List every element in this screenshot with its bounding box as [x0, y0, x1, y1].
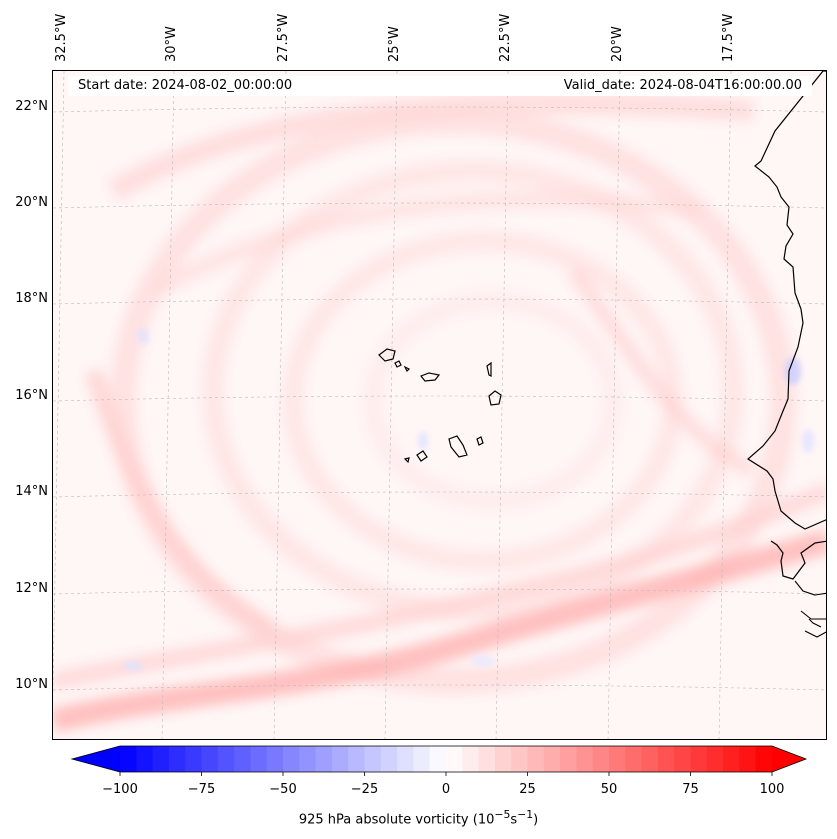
- meridian-line: [718, 71, 732, 739]
- colorbar-label: 925 hPa absolute vorticity (10−5s−1): [0, 808, 837, 827]
- colorbar-segment: [560, 746, 577, 772]
- longitude-label: 22.5°W: [498, 13, 513, 62]
- meridian-line: [273, 71, 287, 739]
- vorticity-shading: [53, 92, 826, 733]
- colorbar-segment: [364, 746, 382, 772]
- colorbar-segment: [657, 746, 675, 772]
- map-panel: [52, 70, 827, 740]
- colorbar-segment: [755, 746, 773, 772]
- colorbar-tick-label: 0: [441, 782, 451, 797]
- colorbar-segment: [283, 746, 300, 772]
- negative-vorticity-shading: [123, 328, 814, 671]
- vorticity-field: [53, 71, 826, 739]
- colorbar-segment: [380, 746, 398, 772]
- colorbar-min-extend: [72, 746, 120, 772]
- longitude-label: 30°W: [164, 26, 179, 62]
- latitude-label: 10°N: [15, 677, 48, 692]
- colorbar-tick-label: 100: [759, 782, 785, 797]
- meridian-line: [53, 71, 65, 702]
- colorbar-segment: [446, 746, 463, 772]
- colorbar-segment: [299, 746, 317, 772]
- parallel-line: [53, 491, 826, 498]
- longitude-label: 17.5°W: [721, 13, 736, 62]
- meridian-line: [607, 71, 621, 739]
- coastline-detail: [794, 580, 826, 638]
- colorbar-label-prefix: 925 hPa absolute vorticity (10: [298, 812, 495, 828]
- colorbar-segment: [429, 746, 447, 772]
- colorbar-tick-label: 25: [519, 782, 536, 797]
- longitude-label: 27.5°W: [276, 13, 291, 62]
- colorbar: [70, 745, 808, 776]
- latitude-label: 16°N: [15, 388, 48, 403]
- colorbar-segment: [625, 746, 643, 772]
- colorbar-segment: [266, 746, 284, 772]
- meridian-line: [384, 71, 398, 739]
- colorbar-label-exp1: −5: [494, 808, 511, 821]
- colorbar-tick-label: −50: [269, 782, 297, 797]
- colorbar-segment: [462, 746, 480, 772]
- colorbar-segment: [609, 746, 626, 772]
- colorbar-segment: [511, 746, 528, 772]
- latitude-label: 12°N: [15, 581, 48, 596]
- colorbar-segment: [494, 746, 512, 772]
- colorbar-segment: [592, 746, 610, 772]
- gridlines: [53, 71, 826, 739]
- colorbar-tick-label: −25: [350, 782, 379, 797]
- colorbar-segment: [723, 746, 740, 772]
- parallel-line: [53, 395, 826, 402]
- colorbar-segment: [690, 746, 708, 772]
- colorbar-segment: [641, 746, 659, 772]
- colorbar-segment: [136, 746, 154, 772]
- parallel-line: [53, 106, 826, 113]
- start-date: Start date: 2024-08-02_00:00:00: [78, 78, 293, 93]
- colorbar-label-suffix: s: [510, 812, 518, 828]
- parallel-line: [53, 298, 826, 305]
- parallel-line: [53, 202, 826, 209]
- valid-date: Valid_date: 2024-08-04T16:00:00.00: [563, 78, 802, 93]
- meridian-line: [161, 71, 175, 739]
- longitude-label: 25°W: [387, 26, 402, 62]
- colorbar-segment: [217, 746, 235, 772]
- africa-coastline: [746, 71, 826, 580]
- colorbar-tick-label: 50: [600, 782, 618, 797]
- parallel-line: [53, 684, 826, 691]
- colorbar-segment: [315, 746, 333, 772]
- colorbar-segment: [543, 746, 561, 772]
- colorbar-label-exp2: −1: [517, 808, 534, 821]
- colorbar-segment: [152, 746, 170, 772]
- meridian-line: [495, 71, 509, 739]
- colorbar-segment: [250, 746, 268, 772]
- colorbar-segment: [576, 746, 594, 772]
- colorbar-segment: [397, 746, 414, 772]
- colorbar-tick-label: −75: [187, 782, 216, 797]
- colorbar-segment: [478, 746, 496, 772]
- colorbar-segment: [348, 746, 365, 772]
- colorbar-label-close: ): [533, 812, 539, 828]
- colorbar-segment: [527, 746, 545, 772]
- latitude-label: 14°N: [15, 484, 48, 499]
- cape-verde-islands: [378, 348, 502, 464]
- colorbar-segment: [234, 746, 251, 772]
- colorbar-tick-label: 75: [682, 782, 699, 797]
- colorbar-segment: [185, 746, 202, 772]
- colorbar-max-extend: [772, 746, 806, 772]
- latitude-label: 20°N: [15, 195, 48, 210]
- parallel-line: [53, 588, 826, 595]
- colorbar-segment: [331, 746, 349, 772]
- colorbar-segment: [413, 746, 431, 772]
- colorbar-tick-label: −100: [102, 782, 138, 797]
- colorbar-segment: [739, 746, 757, 772]
- colorbar-segment: [706, 746, 724, 772]
- colorbar-segment: [168, 746, 186, 772]
- colorbar-segment: [120, 746, 137, 772]
- longitude-label: 32.5°W: [54, 13, 69, 62]
- colorbar-segment: [201, 746, 219, 772]
- longitude-label: 20°W: [610, 26, 625, 62]
- colorbar-segment: [674, 746, 691, 772]
- date-info-box: Start date: 2024-08-02_00:00:00 Valid_da…: [68, 76, 812, 96]
- latitude-label: 22°N: [15, 99, 48, 114]
- latitude-label: 18°N: [15, 291, 48, 306]
